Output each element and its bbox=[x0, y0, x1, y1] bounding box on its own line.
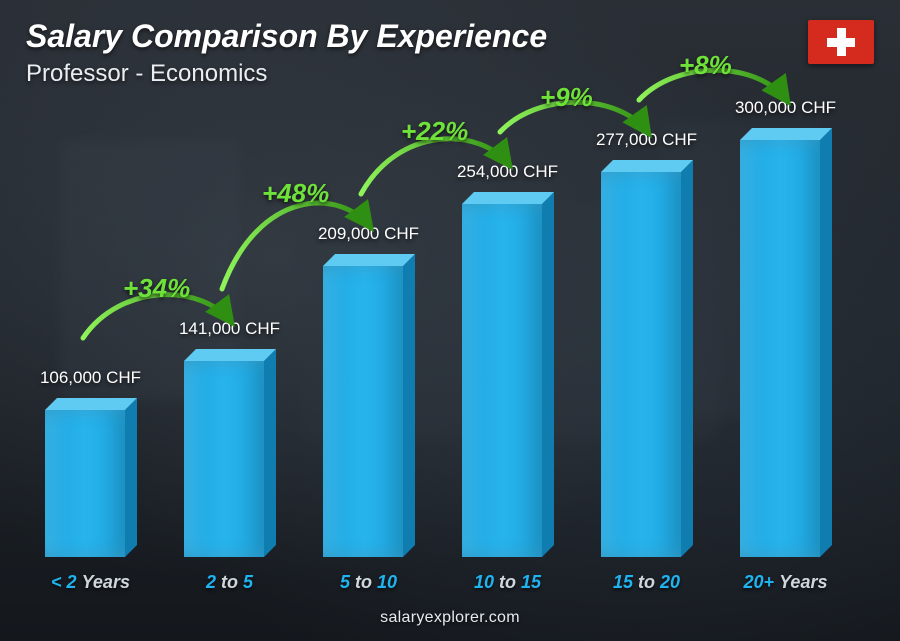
plus-icon bbox=[827, 28, 855, 56]
chart-subtitle: Professor - Economics bbox=[26, 60, 267, 88]
bar-chart: 106,000 CHF< 2 Years141,000 CHF2 to 5209… bbox=[30, 120, 846, 557]
bar-column: 300,000 CHF20+ Years bbox=[725, 120, 846, 557]
x-axis-label: 2 to 5 bbox=[206, 572, 253, 593]
bar-value-label: 277,000 CHF bbox=[596, 130, 697, 150]
flag-switzerland bbox=[808, 20, 874, 64]
bar-value-label: 209,000 CHF bbox=[318, 224, 419, 244]
bar-column: 141,000 CHF2 to 5 bbox=[169, 120, 290, 557]
bar-value-label: 300,000 CHF bbox=[735, 98, 836, 118]
bar-column: 106,000 CHF< 2 Years bbox=[30, 120, 151, 557]
x-axis-label: 5 to 10 bbox=[340, 572, 397, 593]
bar bbox=[45, 410, 137, 557]
bar bbox=[601, 172, 693, 557]
footer-attribution: salaryexplorer.com bbox=[0, 609, 900, 627]
bar-value-label: 106,000 CHF bbox=[40, 368, 141, 388]
x-axis-label: 20+ Years bbox=[744, 572, 828, 593]
bar-column: 277,000 CHF15 to 20 bbox=[586, 120, 707, 557]
bar bbox=[462, 204, 554, 557]
bar-column: 254,000 CHF10 to 15 bbox=[447, 120, 568, 557]
growth-pct-label: +9% bbox=[540, 82, 593, 113]
x-axis-label: 15 to 20 bbox=[613, 572, 680, 593]
bar-column: 209,000 CHF5 to 10 bbox=[308, 120, 429, 557]
chart-stage: Salary Comparison By Experience Professo… bbox=[0, 0, 900, 641]
bar-value-label: 254,000 CHF bbox=[457, 162, 558, 182]
growth-pct-label: +8% bbox=[679, 50, 732, 81]
bar bbox=[323, 266, 415, 557]
chart-title: Salary Comparison By Experience bbox=[26, 18, 547, 55]
x-axis-label: < 2 Years bbox=[51, 572, 130, 593]
bar bbox=[184, 361, 276, 557]
bar bbox=[740, 140, 832, 557]
x-axis-label: 10 to 15 bbox=[474, 572, 541, 593]
bar-value-label: 141,000 CHF bbox=[179, 319, 280, 339]
